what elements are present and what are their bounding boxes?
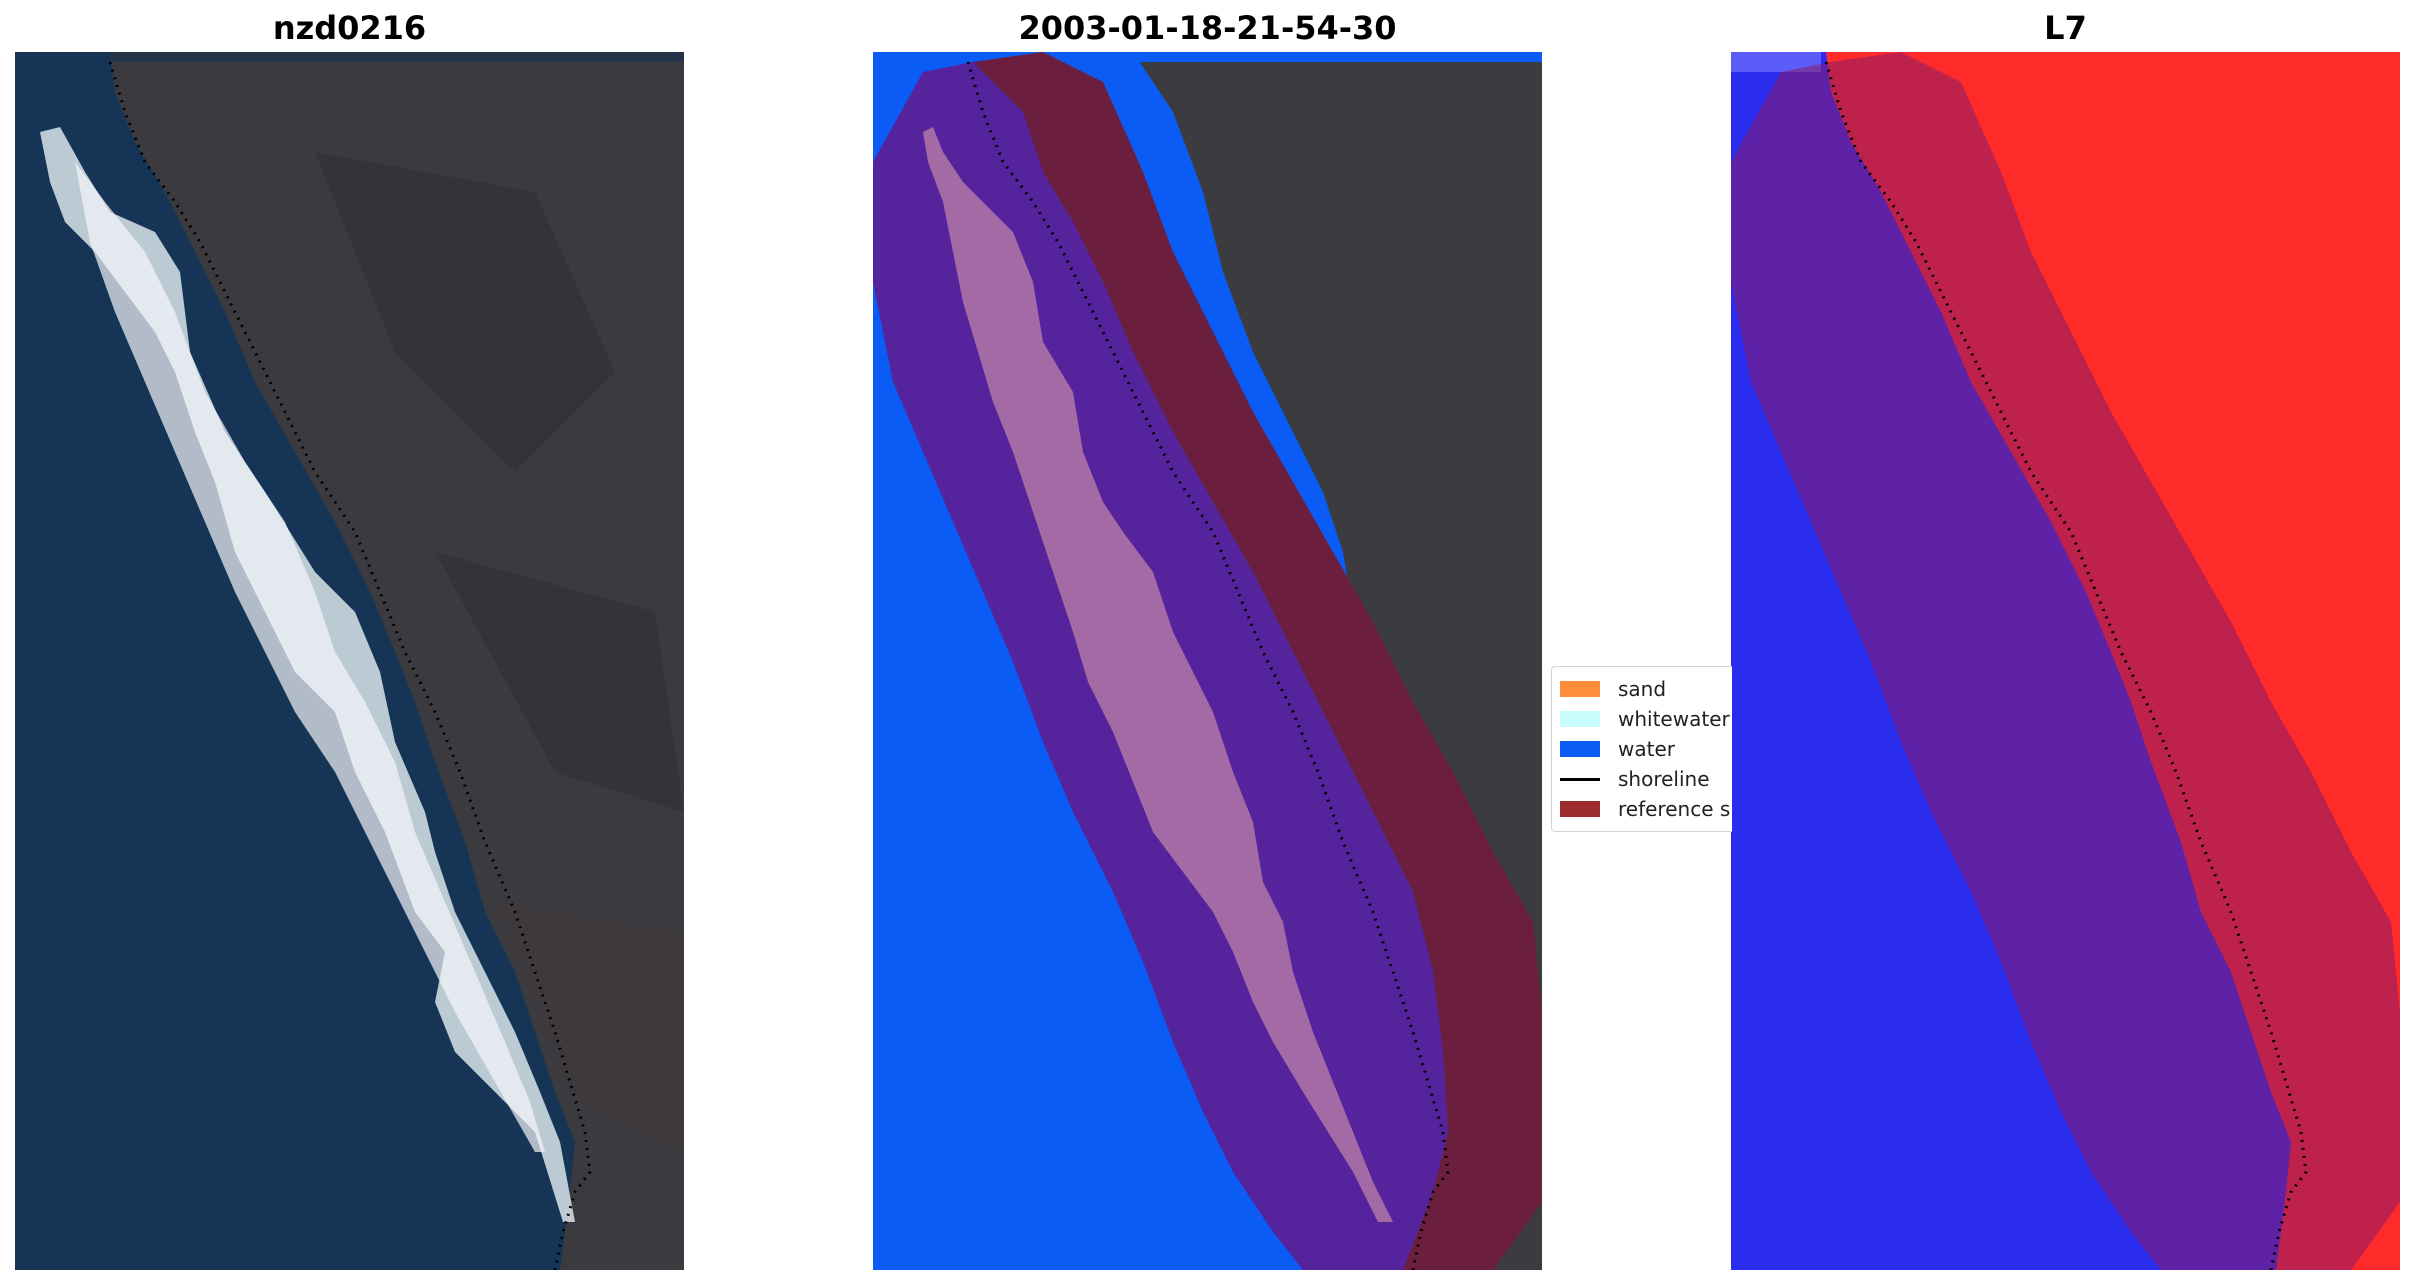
legend-item-water: water xyxy=(1560,737,1675,761)
legend-item-shoreline: shoreline xyxy=(1560,767,1710,791)
rgb-image-canvas xyxy=(15,52,684,1270)
whitewater-swatch xyxy=(1560,711,1600,727)
legend-item-sand: sand xyxy=(1560,677,1666,701)
legend: sand whitewater water shoreline referenc… xyxy=(1551,666,1732,832)
shoreline-dotted xyxy=(108,61,592,1270)
whitewater-class-in-buffer xyxy=(923,127,1393,1222)
legend-item-reference-shoreline-buffer: reference shoreline buffer xyxy=(1560,797,1732,821)
rgb-satellite-image xyxy=(15,52,684,1270)
buffer-over-land xyxy=(973,52,1542,1270)
classified-image xyxy=(873,52,1542,1270)
shoreline-dotted xyxy=(1824,61,2308,1270)
legend-label-sand: sand xyxy=(1618,677,1667,701)
land-shadow-2 xyxy=(435,552,684,812)
legend-label-whitewater: whitewater xyxy=(1618,707,1730,731)
legend-label-shoreline: shoreline xyxy=(1618,767,1710,791)
surf-bright-band xyxy=(75,162,545,1152)
top-left-patch xyxy=(1731,52,1821,72)
land-shadow-3 xyxy=(495,902,684,1152)
panel-title-rgb: nzd0216 xyxy=(272,9,427,47)
index-image xyxy=(1731,52,2400,1270)
index-image-canvas xyxy=(1731,52,2400,1270)
legend-label-reference-shoreline-buffer: reference shoreline buffer xyxy=(1618,797,1732,821)
sand-swatch xyxy=(1560,681,1600,697)
classified-image-canvas xyxy=(873,52,1542,1270)
panel-title-classified: 2003-01-18-21-54-30 xyxy=(1018,9,1397,47)
top-edge-strip xyxy=(15,52,684,62)
shoreline-dotted xyxy=(966,61,1450,1270)
panel-title-index: L7 xyxy=(2044,9,2087,47)
buffer-overlay xyxy=(1731,52,2400,1270)
legend-item-whitewater: whitewater xyxy=(1560,707,1730,731)
legend-label-water: water xyxy=(1618,737,1675,761)
shoreline-line-swatch xyxy=(1560,777,1600,781)
water-class-top-strip xyxy=(873,52,1542,62)
water-swatch xyxy=(1560,741,1600,757)
reference-buffer-swatch xyxy=(1560,801,1600,817)
land-shadow-1 xyxy=(315,152,615,472)
